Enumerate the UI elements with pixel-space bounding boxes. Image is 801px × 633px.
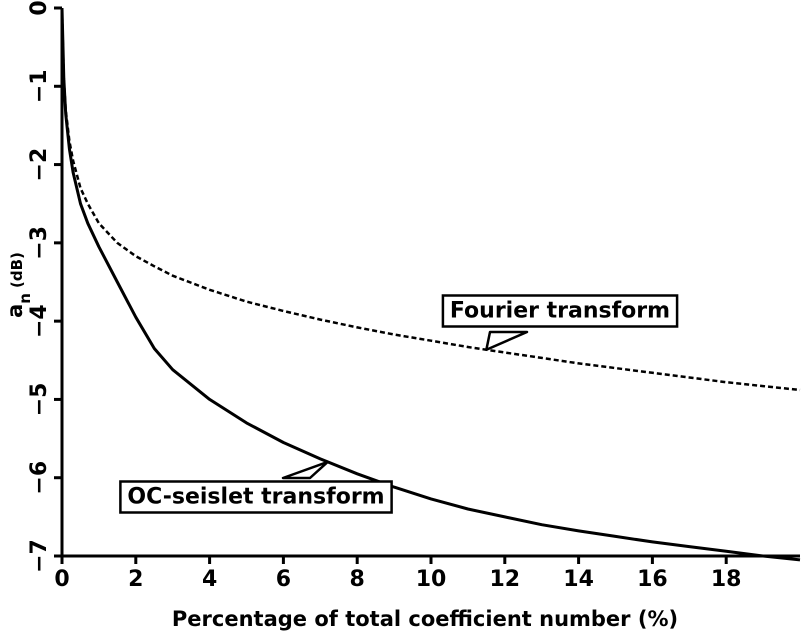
x-tick-label: 14 xyxy=(563,567,594,592)
y-tick-label: −7 xyxy=(27,539,52,573)
y-axis-label-base: a xyxy=(3,304,27,318)
y-tick-label: −5 xyxy=(27,383,52,417)
y-axis-label-subscript: n xyxy=(16,293,34,304)
y-tick-label: −4 xyxy=(27,304,52,338)
callout-pointer xyxy=(485,330,529,351)
callout: Fourier transform xyxy=(441,294,679,351)
axes xyxy=(60,8,800,558)
callout-label: OC-seislet transform xyxy=(127,485,384,510)
x-tick-label: 16 xyxy=(637,567,668,592)
callout-box xyxy=(119,480,393,514)
oc-seislet-transform-line xyxy=(60,7,801,562)
x-tick-label: 0 xyxy=(54,567,69,592)
x-tick-label: 4 xyxy=(202,567,217,592)
x-axis-ticks: 0 2 4 6 8 10 12 14 16 18 xyxy=(54,556,742,592)
callout: OC-seislet transform xyxy=(119,460,393,514)
callout-label: Fourier transform xyxy=(450,299,670,324)
x-tick-label: 8 xyxy=(350,567,365,592)
y-tick-label: −2 xyxy=(27,148,52,182)
y-axis-label: an (dB) xyxy=(3,252,34,318)
annotation-layer: Fourier transform OC-seislet transform xyxy=(119,294,679,514)
callout-box xyxy=(441,294,679,328)
callout-pointer xyxy=(281,460,329,480)
x-tick-label: 18 xyxy=(711,567,742,592)
x-tick-label: 10 xyxy=(416,567,447,592)
x-axis-label: Percentage of total coefficient number (… xyxy=(172,607,678,631)
y-axis-ticks: 0 −1 −2 −3 −4 −5 −6 −7 xyxy=(27,0,62,573)
y-axis-label-unit: (dB) xyxy=(8,252,26,288)
x-tick-label: 6 xyxy=(276,567,291,592)
y-tick-label: −1 xyxy=(27,69,52,103)
y-tick-label: −3 xyxy=(27,226,52,260)
x-tick-label: 2 xyxy=(128,567,143,592)
y-tick-label: −6 xyxy=(27,461,52,495)
series-layer xyxy=(60,7,801,562)
fourier-transform-line xyxy=(60,7,801,392)
y-tick-label: 0 xyxy=(27,0,52,15)
x-tick-label: 12 xyxy=(489,567,520,592)
